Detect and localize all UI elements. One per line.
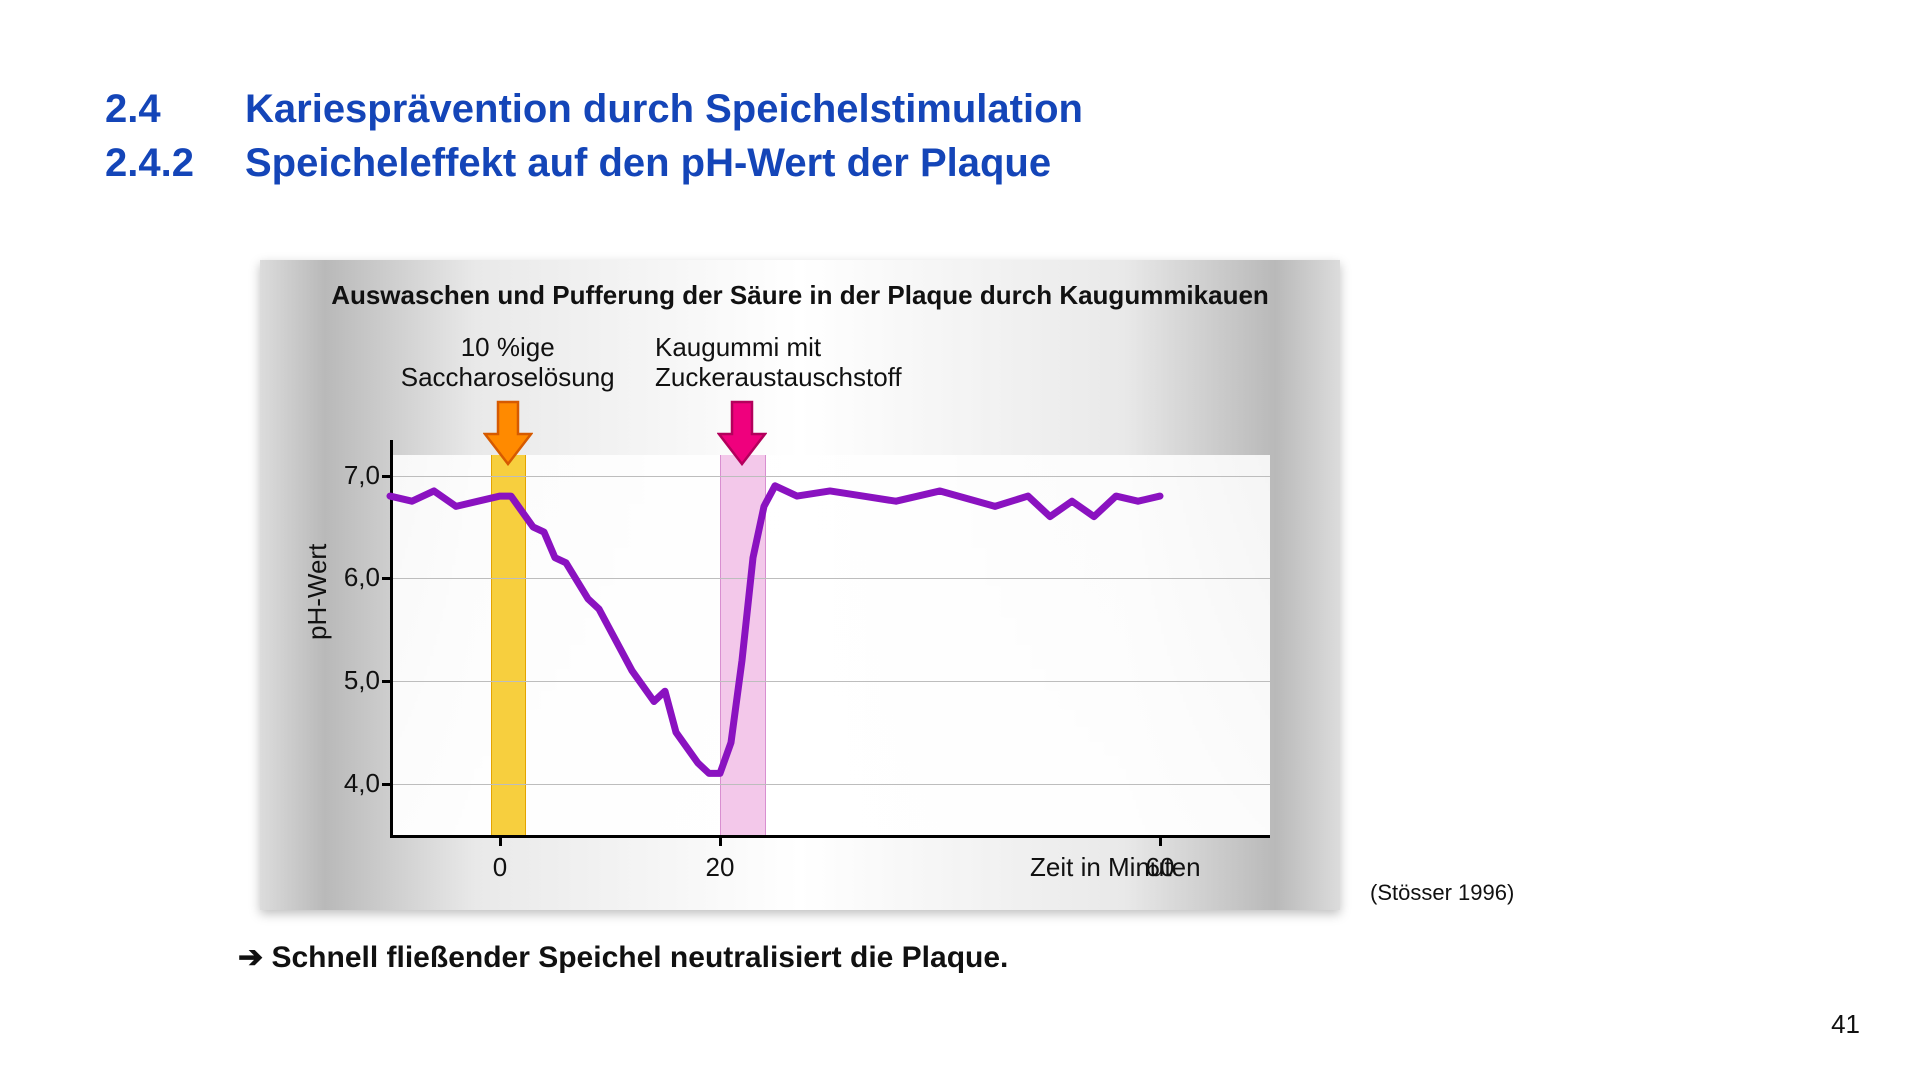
chart-annotation: Kaugummi mitZuckeraustauschstoff — [655, 332, 902, 392]
heading-text-2: Speicheleffekt auf den pH-Wert der Plaqu… — [245, 136, 1051, 190]
page-number: 41 — [1831, 1009, 1860, 1040]
x-axis-line — [390, 835, 1270, 838]
y-tick-label: 5,0 — [320, 665, 380, 696]
conclusion-text: Schnell fließender Speichel neutralisier… — [271, 941, 1008, 974]
y-tick-label: 4,0 — [320, 768, 380, 799]
y-tick-label: 7,0 — [320, 460, 380, 491]
x-tick — [1159, 835, 1162, 846]
heading-number-2: 2.4.2 — [105, 136, 245, 190]
arrow-icon: ➔ — [238, 941, 263, 974]
chart-annotation: 10 %igeSaccharoselösung — [401, 332, 615, 392]
chart-title: Auswaschen und Pufferung der Säure in de… — [260, 280, 1340, 311]
x-tick-label: 0 — [493, 852, 507, 883]
heading-row-2: 2.4.2 Speicheleffekt auf den pH-Wert der… — [105, 136, 1083, 190]
x-tick-label: 20 — [706, 852, 735, 883]
x-tick — [499, 835, 502, 846]
ph-curve — [390, 486, 1160, 774]
slide: 2.4 Kariesprävention durch Speichelstimu… — [0, 0, 1920, 1080]
heading-text-1: Kariesprävention durch Speichelstimulati… — [245, 82, 1083, 136]
conclusion: ➔ Schnell fließender Speichel neutralisi… — [238, 940, 1008, 975]
slide-heading: 2.4 Kariesprävention durch Speichelstimu… — [105, 82, 1083, 190]
heading-number-1: 2.4 — [105, 82, 245, 136]
x-axis-title: Zeit in Minuten — [1030, 852, 1201, 883]
citation: (Stösser 1996) — [1370, 880, 1514, 906]
chart-panel: Auswaschen und Pufferung der Säure in de… — [260, 260, 1340, 910]
heading-row-1: 2.4 Kariesprävention durch Speichelstimu… — [105, 82, 1083, 136]
line-series — [390, 455, 1270, 835]
y-tick-label: 6,0 — [320, 562, 380, 593]
x-tick — [719, 835, 722, 846]
